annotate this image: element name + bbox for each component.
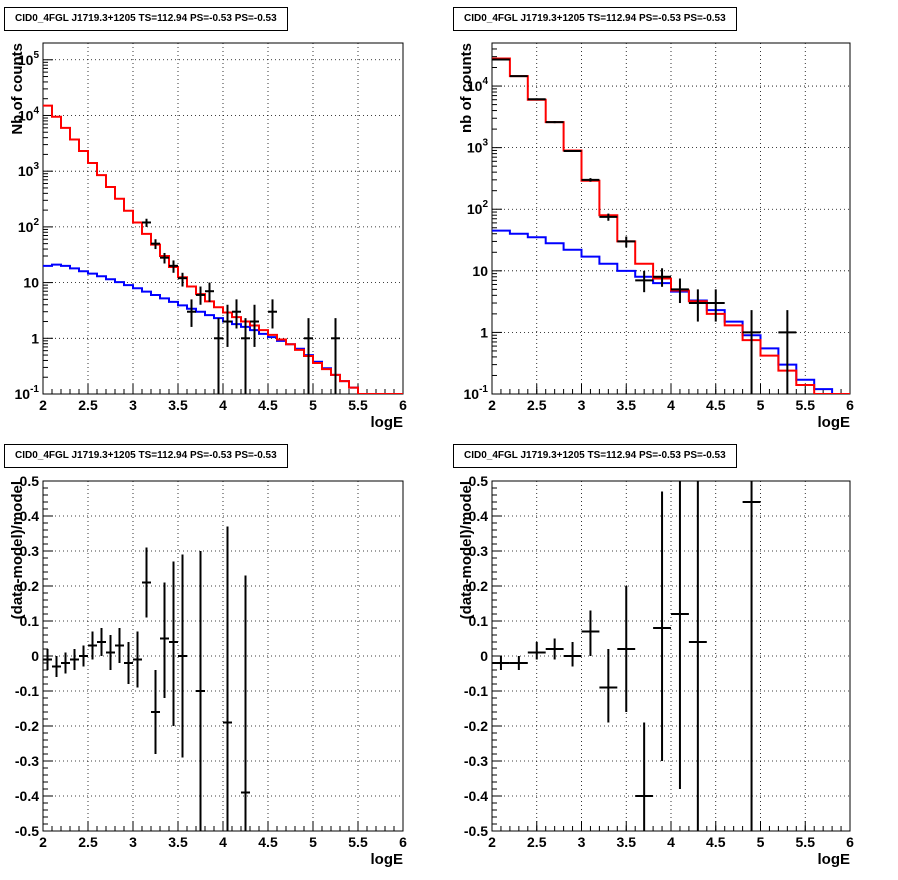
x-tick-label: 2.5 bbox=[78, 834, 98, 850]
y-tick-label: -0.2 bbox=[15, 718, 39, 734]
x-tick-label: 3 bbox=[578, 834, 586, 850]
x-tick-label: 5.5 bbox=[796, 397, 816, 413]
x-tick-label: 4 bbox=[219, 397, 227, 413]
x-tick-label: 2 bbox=[488, 397, 496, 413]
x-tick-label: 4.5 bbox=[706, 397, 726, 413]
y-tick-label: 103 bbox=[467, 138, 489, 156]
chart-bottom-right: 2 2.5 3 3.5 4 4.5 5 5.5 6 -0.5 -0.4 -0.3 -0.2 -0.1 0 0.… bbox=[458, 473, 854, 868]
x-tick-label: 3.5 bbox=[168, 397, 188, 413]
x-tick-label: 5.5 bbox=[348, 397, 368, 413]
x-tick-label: 2.5 bbox=[78, 397, 98, 413]
x-tick-label: 4.5 bbox=[706, 834, 726, 850]
x-tick-label: 4 bbox=[219, 834, 227, 850]
y-tick-label: 0.3 bbox=[20, 543, 40, 559]
x-tick-label: 5.5 bbox=[796, 834, 816, 850]
x-tick-label: 5.5 bbox=[348, 834, 368, 850]
x-tick-label: 2 bbox=[39, 834, 47, 850]
x-tick-label: 6 bbox=[846, 397, 854, 413]
y-tick-label: 0.5 bbox=[469, 473, 489, 489]
chart-top-right: 2 2.5 3 3.5 4 4.5 5 5.5 610-1110102103104logEnb … bbox=[458, 42, 854, 431]
y-tick-label: 0.4 bbox=[469, 508, 489, 524]
x-tick-label: 2 bbox=[39, 397, 47, 413]
x-tick-label: 6 bbox=[846, 834, 854, 850]
chart-bottom-left: 2 2.5 3 3.5 4 4.5 5 5.5 6 -0.5 -0.4 -0.3 -0.2 -0.1 0 0.… bbox=[9, 473, 407, 868]
x-tick-label: 6 bbox=[399, 834, 407, 850]
series-layer bbox=[492, 57, 850, 394]
y-tick-label: -0.1 bbox=[15, 683, 39, 699]
y-axis-title: (data-model)/model bbox=[458, 481, 475, 619]
x-axis-title: logE bbox=[818, 414, 851, 431]
chart-title: CID0_4FGL J1719.3+1205 TS=112.94 PS=-0.5… bbox=[453, 444, 737, 468]
x-tick-label: 5 bbox=[309, 834, 317, 850]
y-tick-label: -0.4 bbox=[15, 788, 39, 804]
y-tick-label: 10 bbox=[23, 275, 39, 291]
y-tick-label: 102 bbox=[467, 199, 489, 217]
x-axis-title: logE bbox=[371, 851, 404, 868]
x-tick-label: 3.5 bbox=[168, 834, 188, 850]
y-tick-label: -0.3 bbox=[464, 753, 488, 769]
pad-top-left: CID0_4FGL J1719.3+1205 TS=112.94 PS=-0.5… bbox=[0, 0, 449, 437]
pad-bottom-left: CID0_4FGL J1719.3+1205 TS=112.94 PS=-0.5… bbox=[0, 437, 449, 875]
y-tick-label: 0 bbox=[31, 648, 39, 664]
y-tick-label: 0.1 bbox=[469, 613, 489, 629]
x-tick-label: 2.5 bbox=[527, 834, 547, 850]
series-layer bbox=[43, 526, 250, 831]
pad-bottom-right: CID0_4FGL J1719.3+1205 TS=112.94 PS=-0.5… bbox=[449, 437, 898, 875]
total-model-line bbox=[43, 104, 403, 394]
y-tick-label: -0.2 bbox=[464, 718, 488, 734]
y-axis-title: nb of counts bbox=[458, 43, 475, 133]
x-tick-label: 4.5 bbox=[258, 834, 278, 850]
y-tick-label: 0.1 bbox=[20, 613, 40, 629]
x-tick-label: 3 bbox=[129, 397, 137, 413]
y-tick-label: 0 bbox=[480, 648, 488, 664]
y-tick-label: -0.5 bbox=[464, 823, 488, 839]
x-tick-label: 4.5 bbox=[258, 397, 278, 413]
chart-title: CID0_4FGL J1719.3+1205 TS=112.94 PS=-0.5… bbox=[4, 444, 288, 468]
x-tick-label: 4 bbox=[667, 834, 675, 850]
y-tick-label: 1 bbox=[31, 330, 39, 346]
series-layer bbox=[43, 104, 403, 394]
x-tick-label: 6 bbox=[399, 397, 407, 413]
x-tick-label: 5 bbox=[757, 834, 765, 850]
y-tick-label: 10-1 bbox=[15, 384, 40, 402]
plot-frame bbox=[491, 480, 851, 832]
x-tick-label: 2.5 bbox=[527, 397, 547, 413]
y-axis-title: (data-model)/model bbox=[9, 481, 26, 619]
x-tick-label: 5 bbox=[757, 397, 765, 413]
y-tick-label: 0.2 bbox=[20, 578, 40, 594]
y-tick-label: 0.3 bbox=[469, 543, 489, 559]
x-axis-title: logE bbox=[818, 851, 851, 868]
y-tick-label: 102 bbox=[18, 217, 40, 235]
y-tick-label: 10 bbox=[472, 263, 488, 279]
x-tick-label: 3.5 bbox=[617, 397, 637, 413]
y-tick-label: 103 bbox=[18, 161, 40, 179]
x-tick-label: 4 bbox=[667, 397, 675, 413]
y-axis-title: Nb of counts bbox=[9, 43, 26, 135]
x-tick-label: 3.5 bbox=[617, 834, 637, 850]
y-tick-label: 0.2 bbox=[469, 578, 489, 594]
pad-top-right: CID0_4FGL J1719.3+1205 TS=112.94 PS=-0.5… bbox=[449, 0, 898, 437]
x-axis-title: logE bbox=[371, 414, 404, 431]
chart-title: CID0_4FGL J1719.3+1205 TS=112.94 PS=-0.5… bbox=[4, 7, 288, 31]
y-tick-label: -0.3 bbox=[15, 753, 39, 769]
chart-top-left: 2 2.5 3 3.5 4 4.5 5 5.5 610-1110102103104105logE… bbox=[9, 42, 407, 431]
x-tick-label: 3 bbox=[129, 834, 137, 850]
x-tick-label: 3 bbox=[578, 397, 586, 413]
y-tick-label: 0.4 bbox=[20, 508, 40, 524]
x-tick-label: 2 bbox=[488, 834, 496, 850]
chart-title: CID0_4FGL J1719.3+1205 TS=112.94 PS=-0.5… bbox=[453, 7, 737, 31]
y-tick-label: -0.1 bbox=[464, 683, 488, 699]
y-tick-label: -0.5 bbox=[15, 823, 39, 839]
y-tick-label: 10-1 bbox=[464, 384, 489, 402]
series-layer bbox=[492, 481, 761, 831]
y-tick-label: 1 bbox=[480, 324, 488, 340]
y-tick-label: -0.4 bbox=[464, 788, 488, 804]
x-tick-label: 5 bbox=[309, 397, 317, 413]
y-tick-label: 0.5 bbox=[20, 473, 40, 489]
